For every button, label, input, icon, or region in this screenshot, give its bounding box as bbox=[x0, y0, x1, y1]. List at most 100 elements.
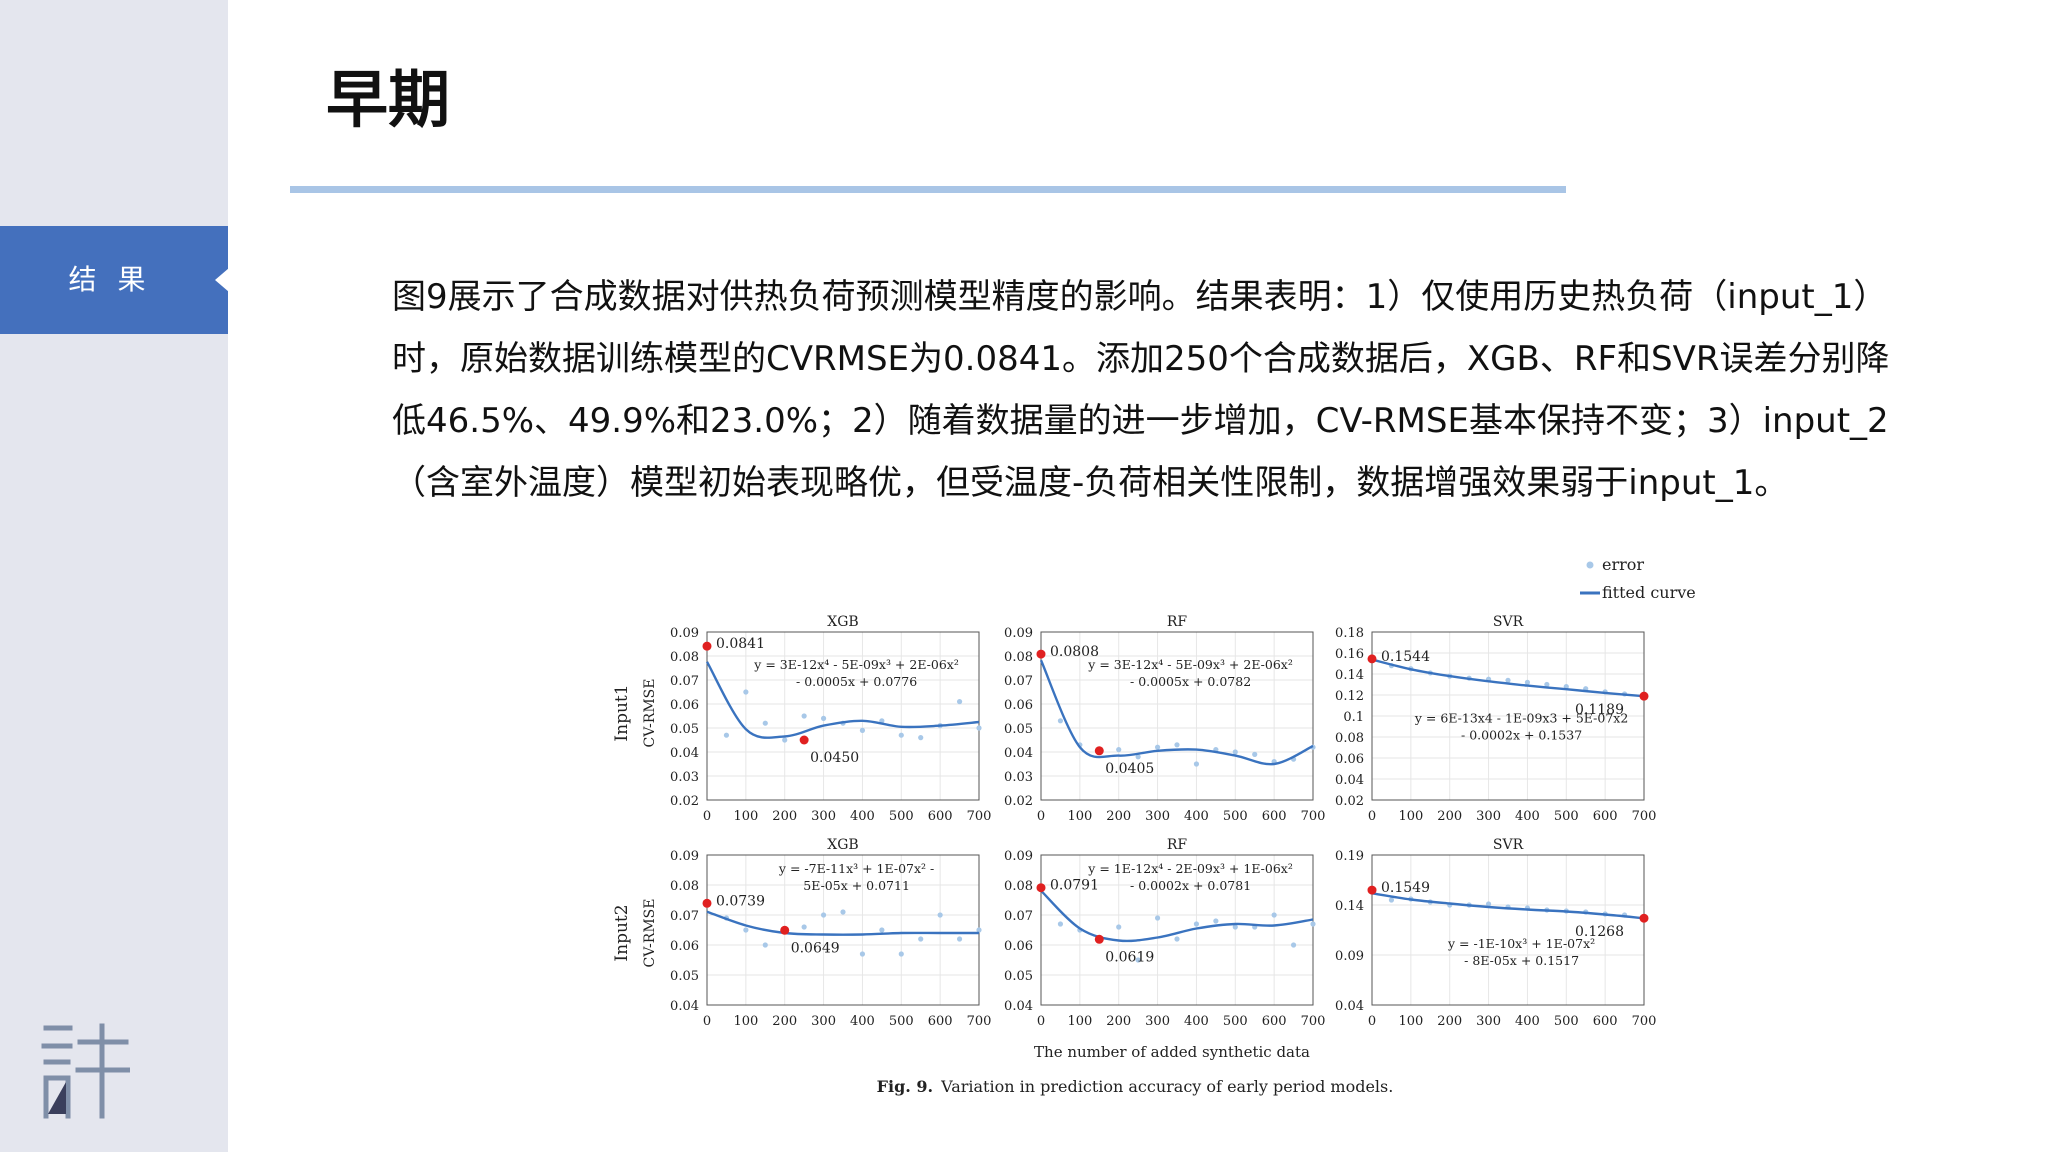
figure-panel: error fitted curve Input1 Input2 CV-RMSE… bbox=[612, 555, 1696, 1096]
x-tick-label: 0 bbox=[703, 809, 711, 824]
tab-active-notch bbox=[215, 268, 229, 292]
x-tick-label: 0 bbox=[1037, 809, 1045, 824]
sidebar-item-label: 结 果 bbox=[68, 263, 152, 296]
error-point bbox=[1388, 897, 1395, 903]
error-point bbox=[1252, 751, 1258, 757]
y-tick-label: 0.07 bbox=[670, 909, 699, 924]
chart-title: SVR bbox=[1493, 837, 1524, 853]
y-tick-label: 0.09 bbox=[670, 626, 699, 641]
trend-equation: 5E-05x + 0.0711 bbox=[803, 878, 910, 893]
y-tick-label: 0.04 bbox=[1004, 746, 1033, 761]
x-tick-label: 100 bbox=[1067, 809, 1092, 824]
error-point bbox=[1213, 918, 1219, 924]
trend-equation: y = 3E-12x⁴ - 5E-09x³ + 2E-06x² bbox=[753, 657, 959, 672]
trend-equation: - 8E-05x + 0.1517 bbox=[1464, 953, 1579, 968]
y-tick-label: 0.02 bbox=[1004, 794, 1033, 809]
fitted-curve bbox=[1040, 889, 1314, 943]
error-point bbox=[1116, 747, 1122, 753]
ylabel-row2: CV-RMSE bbox=[642, 899, 658, 968]
chart-panel-input2-svr: 0.04 0.09 0.14 0.19 0 100 200 300 400 500 600 700 SV… bbox=[1335, 837, 1656, 1029]
error-point bbox=[1505, 677, 1511, 683]
y-tick-label: 0.07 bbox=[1004, 909, 1033, 924]
fitted-curve bbox=[1371, 892, 1645, 920]
logo-icon bbox=[41, 1023, 130, 1119]
y-tick-label: 0.19 bbox=[1335, 849, 1364, 864]
chart-panel-input1-svr: 0.02 0.04 0.06 0.08 0.1 0.12 0.14 0.16 0.18 0 100 2… bbox=[1335, 614, 1656, 824]
error-point bbox=[1290, 942, 1297, 948]
x-tick-label: 700 bbox=[1632, 809, 1657, 824]
error-point bbox=[743, 689, 749, 695]
chart-panel-input1-xgb: 0.02 0.03 0.04 0.05 0.06 0.07 0.08 0.09 0 100 200 3… bbox=[670, 614, 991, 824]
y-tick-label: 0.08 bbox=[1004, 879, 1033, 894]
marker-value-label: 0.1544 bbox=[1381, 649, 1430, 665]
error-point bbox=[898, 732, 904, 738]
highlight-marker bbox=[1639, 913, 1649, 923]
highlight-marker bbox=[1036, 649, 1046, 659]
plot-frame bbox=[706, 631, 980, 801]
y-tick-label: 0.14 bbox=[1335, 899, 1364, 914]
slide-paragraph: 图9展示了合成数据对供热负荷预测模型精度的影响。结果表明：1）仅使用历史热负荷（… bbox=[392, 277, 1890, 503]
y-tick-label: 0.16 bbox=[1335, 647, 1364, 662]
trend-equation: y = 6E-13x4 - 1E-09x3 + 5E-07x2 bbox=[1414, 711, 1628, 726]
error-point bbox=[1057, 718, 1064, 724]
error-point bbox=[820, 715, 827, 721]
error-point bbox=[1154, 744, 1161, 750]
marker-value-label: 0.0808 bbox=[1050, 644, 1099, 660]
error-point bbox=[879, 927, 885, 933]
x-tick-label: 500 bbox=[1223, 1014, 1248, 1029]
sidebar: 结 果 bbox=[0, 0, 229, 1152]
caption-text: Variation in prediction accuracy of earl… bbox=[940, 1077, 1393, 1096]
x-tick-label: 100 bbox=[733, 809, 758, 824]
x-tick-label: 400 bbox=[850, 809, 875, 824]
y-tick-label: 0.02 bbox=[670, 794, 699, 809]
x-tick-label: 100 bbox=[1067, 1014, 1092, 1029]
marker-value-label: 0.0619 bbox=[1105, 949, 1154, 965]
x-tick-label: 700 bbox=[1301, 1014, 1326, 1029]
sidebar-item-results[interactable]: 结 果 bbox=[0, 226, 229, 334]
y-tick-label: 0.08 bbox=[670, 879, 699, 894]
y-tick-label: 0.06 bbox=[1004, 939, 1033, 954]
error-point bbox=[801, 924, 807, 930]
plot-frame bbox=[1040, 631, 1314, 801]
x-tick-label: 400 bbox=[1515, 809, 1540, 824]
chart-panels: 0.02 0.03 0.04 0.05 0.06 0.07 0.08 0.09 0 100 200 3… bbox=[670, 614, 1656, 1029]
trend-equation: - 0.0005x + 0.0782 bbox=[1130, 674, 1251, 689]
trend-equation: - 0.0002x + 0.0781 bbox=[1130, 878, 1251, 893]
x-tick-label: 400 bbox=[1515, 1014, 1540, 1029]
legend-fitted-label: fitted curve bbox=[1602, 583, 1696, 602]
x-tick-label: 500 bbox=[1223, 809, 1248, 824]
error-point bbox=[1154, 915, 1161, 921]
fitted-curve bbox=[706, 910, 979, 936]
marker-value-label: 0.0450 bbox=[810, 750, 859, 766]
x-tick-label: 500 bbox=[1554, 809, 1579, 824]
x-tick-label: 200 bbox=[1437, 1014, 1462, 1029]
x-tick-label: 700 bbox=[967, 1014, 992, 1029]
x-tick-label: 300 bbox=[1476, 809, 1501, 824]
highlight-marker bbox=[780, 925, 790, 935]
x-tick-label: 200 bbox=[772, 809, 797, 824]
error-point bbox=[898, 951, 904, 957]
y-tick-label: 0.07 bbox=[670, 674, 699, 689]
error-point bbox=[1174, 936, 1180, 942]
error-point bbox=[1116, 924, 1122, 930]
error-point bbox=[956, 699, 963, 705]
y-tick-label: 0.04 bbox=[1335, 999, 1364, 1014]
trend-equation: - 0.0002x + 0.1537 bbox=[1461, 728, 1582, 743]
y-tick-label: 0.09 bbox=[1335, 949, 1364, 964]
trend-equation: y = -7E-11x³ + 1E-07x² - bbox=[778, 861, 934, 876]
error-point bbox=[1193, 921, 1200, 927]
figure-caption: Fig. 9. Variation in prediction accuracy … bbox=[877, 1077, 1394, 1096]
x-tick-label: 700 bbox=[967, 809, 992, 824]
x-tick-label: 0 bbox=[1037, 1014, 1045, 1029]
trend-equation: - 0.0005x + 0.0776 bbox=[796, 674, 917, 689]
x-tick-label: 500 bbox=[889, 809, 914, 824]
y-tick-label: 0.02 bbox=[1335, 794, 1364, 809]
error-point bbox=[820, 912, 827, 918]
error-point bbox=[1232, 749, 1238, 755]
y-tick-label: 0.08 bbox=[1335, 731, 1364, 746]
x-tick-label: 100 bbox=[1398, 1014, 1423, 1029]
y-tick-label: 0.06 bbox=[670, 698, 699, 713]
error-point bbox=[918, 936, 924, 942]
chart-title: XGB bbox=[827, 837, 858, 853]
page-title: 早期 bbox=[326, 63, 451, 136]
